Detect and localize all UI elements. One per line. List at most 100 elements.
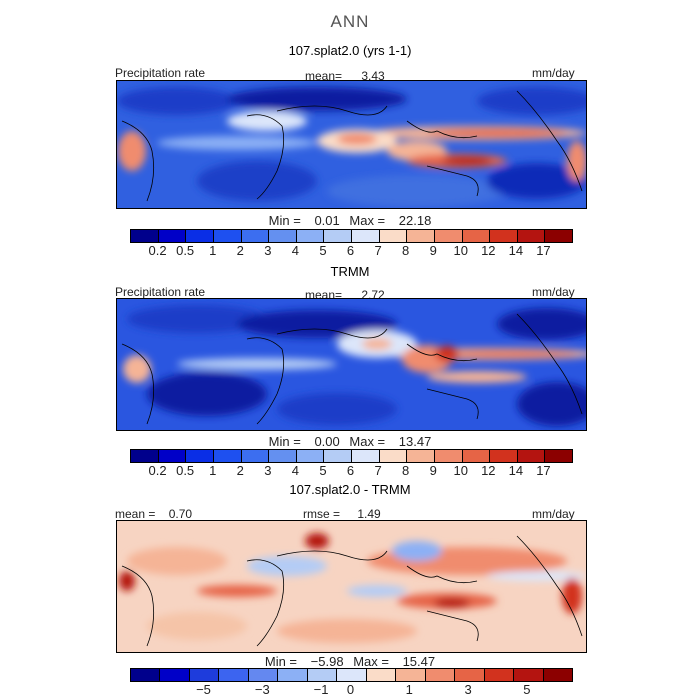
colorbar-tick-label: 7: [374, 463, 382, 478]
colorbar-swatch: [296, 230, 325, 242]
colorbar-tick-label: 8: [402, 243, 410, 258]
colorbar-swatch: [131, 450, 159, 462]
panel3-units: mm/day: [532, 507, 575, 521]
panel3-colorbar: [130, 668, 573, 682]
colorbar-swatch: [490, 450, 518, 462]
colorbar-swatch: [352, 230, 380, 242]
colorbar-swatch: [213, 230, 242, 242]
colorbar-swatch: [379, 450, 408, 462]
colorbar-tick-label: 2: [236, 243, 244, 258]
panel3-colorbar-ticks: −5 −3 −1 0 1 3 5: [130, 682, 571, 698]
colorbar-swatch: [396, 669, 426, 681]
colorbar-swatch: [269, 230, 297, 242]
colorbar-swatch: [158, 230, 187, 242]
colorbar-tick-label: 1: [209, 463, 217, 478]
panel2-colorbar-ticks: 0.2 0.5 1 2 3 4 5 6 7 8 9 10 12 14 17: [130, 463, 571, 479]
colorbar-tick-label: 1: [209, 243, 217, 258]
colorbar-tick-label: 10: [453, 243, 468, 258]
colorbar-swatch: [517, 230, 546, 242]
colorbar-tick-label: 0.2: [148, 463, 167, 478]
colorbar-swatch: [186, 450, 214, 462]
panel3-mean-label: mean =: [115, 507, 156, 521]
colorbar-tick-label: 0.5: [176, 463, 195, 478]
colorbar-swatch: [296, 450, 325, 462]
colorbar-swatch: [160, 669, 190, 681]
panel1-mean-value: 3.43: [361, 69, 385, 83]
colorbar-tick-label: 5: [319, 243, 327, 258]
panel2-minmax: Min = 0.00 Max = 13.47: [0, 434, 700, 449]
panel2-max-label: Max =: [349, 434, 386, 449]
colorbar-swatch: [366, 669, 397, 681]
panel1-min-label: Min =: [268, 213, 301, 228]
colorbar-swatch: [517, 450, 546, 462]
colorbar-swatch: [379, 230, 408, 242]
panel1-mean: mean= 3.43: [305, 69, 385, 83]
colorbar-tick-label: 4: [291, 243, 299, 258]
panel3-title: 107.splat2.0 - TRMM: [289, 482, 411, 497]
colorbar-swatch: [545, 450, 572, 462]
colorbar-swatch: [543, 669, 573, 681]
colorbar-swatch: [484, 669, 515, 681]
colorbar-swatch: [131, 669, 161, 681]
panel3-mean: mean = 0.70: [115, 507, 192, 521]
colorbar-tick-label: 12: [481, 463, 496, 478]
colorbar-swatch: [455, 669, 485, 681]
panel3-max-label: Max =: [353, 654, 389, 669]
panel1-minmax: Min = 0.01 Max = 22.18: [0, 213, 700, 228]
colorbar-tick-label: 17: [536, 463, 551, 478]
panel3-mean-value: 0.70: [168, 507, 193, 521]
panel2-min-value: 0.00: [314, 434, 340, 449]
colorbar-tick-label: −1: [313, 682, 329, 697]
colorbar-swatch: [462, 230, 491, 242]
colorbar-swatch: [434, 450, 463, 462]
colorbar-tick-label: −3: [254, 682, 270, 697]
colorbar-tick-label: 14: [508, 243, 524, 258]
colorbar-tick-label: 5: [319, 463, 327, 478]
panel3-minmax: Min = −5.98 Max = 15.47: [0, 654, 700, 669]
colorbar-swatch: [490, 230, 518, 242]
colorbar-swatch: [219, 669, 249, 681]
colorbar-tick-label: 3: [264, 463, 272, 478]
panel2-min-label: Min =: [268, 434, 301, 449]
panel1-max-label: Max =: [349, 213, 386, 228]
colorbar-swatch: [324, 450, 352, 462]
panel3-min-label: Min =: [264, 654, 298, 669]
colorbar-tick-label: 17: [536, 243, 551, 258]
panel2-title: TRMM: [330, 264, 370, 279]
panel1-max-value: 22.18: [398, 213, 432, 228]
colorbar-swatch: [186, 230, 214, 242]
colorbar-tick-label: 5: [523, 682, 531, 697]
panel3-max-value: 15.47: [402, 654, 436, 669]
colorbar-swatch: [213, 450, 242, 462]
colorbar-tick-label: 10: [453, 463, 468, 478]
colorbar-tick-label: 3: [464, 682, 472, 697]
colorbar-swatch: [434, 230, 463, 242]
panel2-map: [116, 298, 587, 431]
colorbar-swatch: [269, 450, 297, 462]
colorbar-swatch: [407, 450, 435, 462]
colorbar-tick-label: 6: [346, 243, 355, 258]
colorbar-tick-label: 2: [236, 463, 244, 478]
colorbar-swatch: [324, 230, 352, 242]
colorbar-swatch: [352, 450, 380, 462]
colorbar-swatch: [307, 669, 338, 681]
colorbar-tick-label: 0.5: [176, 243, 195, 258]
colorbar-swatch: [278, 669, 308, 681]
panel1-colorbar: [130, 229, 573, 243]
page-title: ANN: [330, 12, 370, 31]
colorbar-tick-label: 4: [291, 463, 299, 478]
colorbar-tick-label: 12: [481, 243, 496, 258]
colorbar-swatch: [545, 230, 572, 242]
colorbar-tick-label: 6: [346, 463, 355, 478]
colorbar-tick-label: −5: [196, 682, 211, 697]
panel3-map: [116, 520, 587, 653]
panel3-rmse: rmse = 1.49: [303, 507, 381, 521]
colorbar-swatch: [337, 669, 367, 681]
colorbar-tick-label: 9: [429, 463, 437, 478]
colorbar-swatch: [425, 669, 456, 681]
panel1-mean-label: mean=: [305, 69, 343, 83]
colorbar-tick-label: 7: [374, 243, 382, 258]
panel1-title: 107.splat2.0 (yrs 1-1): [288, 43, 412, 58]
colorbar-tick-label: 1: [405, 682, 413, 697]
colorbar-swatch: [241, 450, 270, 462]
